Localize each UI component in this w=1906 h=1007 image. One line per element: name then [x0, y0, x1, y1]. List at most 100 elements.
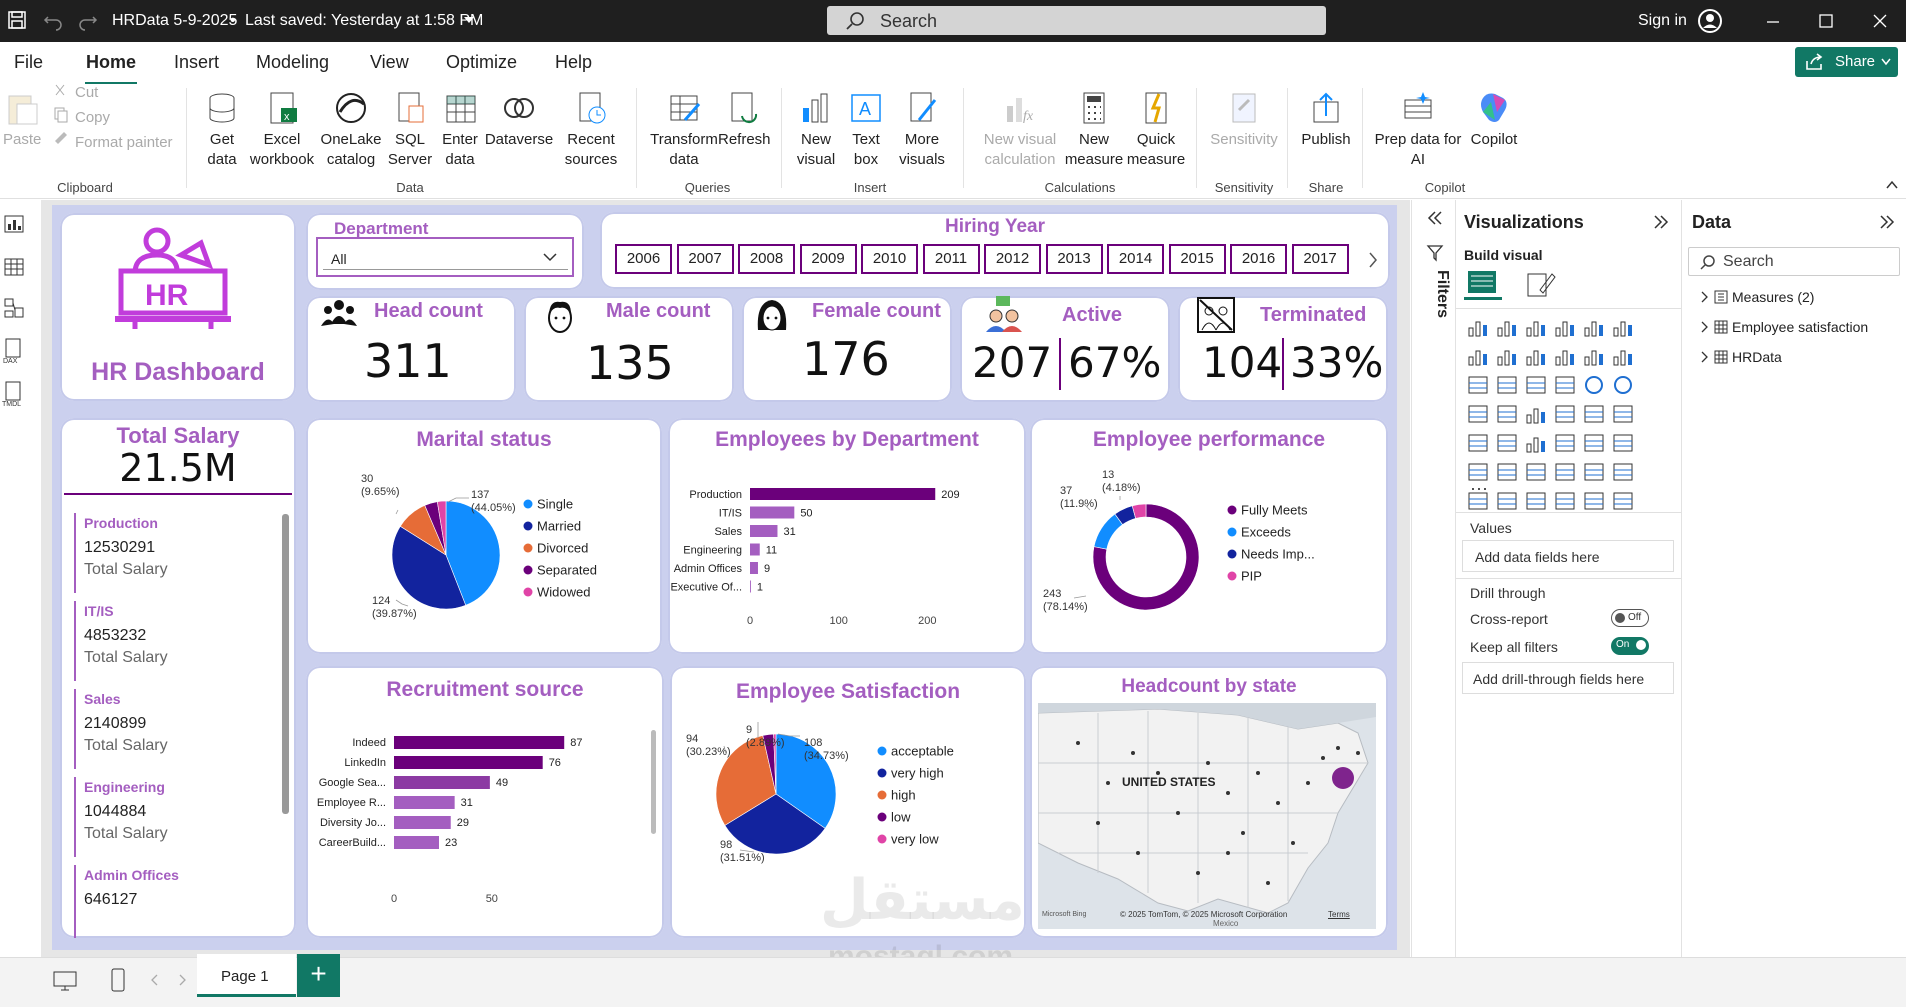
donut-visual-icon[interactable]: [1611, 374, 1635, 396]
tab-modeling[interactable]: Modeling: [256, 52, 330, 72]
python-visual-visual-icon[interactable]: [1466, 461, 1490, 483]
tab-file[interactable]: File: [14, 52, 44, 72]
format-visual-icon[interactable]: [1526, 270, 1556, 298]
bar[interactable]: [394, 816, 451, 829]
year-button-2015[interactable]: 2015: [1168, 244, 1226, 274]
minimize-icon[interactable]: [1765, 14, 1781, 30]
refresh-button[interactable]: Refresh: [718, 90, 771, 150]
tab-home[interactable]: Home: [86, 52, 137, 72]
legend-label[interactable]: Widowed: [537, 585, 590, 600]
new-visual-button[interactable]: New visual: [791, 90, 841, 170]
text-box-button[interactable]: A Text box: [843, 90, 889, 170]
legend-label[interactable]: very high: [891, 766, 944, 781]
scatter-visual-icon[interactable]: [1553, 374, 1577, 396]
filled-map-visual-icon[interactable]: [1524, 403, 1548, 425]
tab-view[interactable]: View: [370, 52, 409, 72]
cross-report-toggle[interactable]: Off: [1611, 609, 1649, 627]
get-data-button[interactable]: Get data: [194, 90, 250, 170]
decomposition-visual-icon[interactable]: [1524, 461, 1548, 483]
transform-data-button[interactable]: Transform data: [644, 90, 724, 170]
chevron-right-icon[interactable]: [178, 974, 188, 986]
year-button-2008[interactable]: 2008: [738, 244, 795, 274]
build-visual-tab[interactable]: [1464, 264, 1502, 300]
bar[interactable]: [750, 562, 758, 574]
cut-button[interactable]: Cut: [75, 84, 99, 101]
mobile-layout-icon[interactable]: [110, 968, 126, 992]
legend-label[interactable]: Fully Meets: [1241, 503, 1308, 518]
legend-label[interactable]: acceptable: [891, 744, 954, 759]
tmdl-view-icon[interactable]: TMDL: [2, 380, 26, 408]
report-view-icon[interactable]: [2, 212, 26, 236]
legend-label[interactable]: Single: [537, 497, 573, 512]
100-bar-visual-icon[interactable]: [1582, 316, 1606, 338]
100-area-visual-icon[interactable]: [1553, 345, 1577, 367]
sensitivity-button[interactable]: Sensitivity: [1205, 90, 1283, 150]
copilot-button[interactable]: Copilot: [1465, 90, 1523, 150]
year-button-2011[interactable]: 2011: [922, 244, 980, 274]
copy-button[interactable]: Copy: [75, 109, 111, 126]
year-button-2013[interactable]: 2013: [1045, 244, 1103, 274]
treemap-visual-icon[interactable]: [1466, 403, 1490, 425]
pie-slice-high[interactable]: [715, 735, 777, 826]
pie-slice-exceeds[interactable]: [1093, 513, 1123, 550]
legend-label[interactable]: Exceeds: [1241, 525, 1291, 540]
line-visual-icon[interactable]: [1466, 345, 1490, 367]
line-column-visual-icon[interactable]: [1582, 345, 1606, 367]
page-tab-1[interactable]: Page 1: [197, 954, 296, 997]
legend-label[interactable]: Divorced: [537, 541, 588, 556]
sign-in-link[interactable]: Sign in: [1638, 12, 1687, 29]
model-view-icon[interactable]: [2, 296, 26, 320]
year-button-2012[interactable]: 2012: [984, 244, 1041, 274]
data-item-hrdata[interactable]: HRData: [1700, 347, 1900, 369]
custom-2-visual-icon[interactable]: [1582, 490, 1606, 512]
data-item-measures[interactable]: Measures (2): [1700, 287, 1900, 309]
legend-label[interactable]: low: [891, 810, 911, 825]
tab-help[interactable]: Help: [555, 52, 593, 72]
more-visuals-icon[interactable]: ···: [1470, 478, 1488, 498]
undo-icon[interactable]: [42, 9, 64, 31]
us-map[interactable]: UNITED STATES Microsoft Bing © 2025 TomT…: [1038, 703, 1376, 929]
pie-slice-widowed[interactable]: [436, 500, 447, 556]
prep-data-for-ai-button[interactable]: Prep data for AI: [1370, 90, 1466, 170]
bar[interactable]: [750, 488, 936, 500]
funnel-visual-icon[interactable]: [1524, 374, 1548, 396]
paginated-visual-icon[interactable]: [1466, 490, 1490, 512]
100-column-visual-icon[interactable]: [1611, 316, 1635, 338]
values-drop-zone[interactable]: Add data fields here: [1462, 540, 1674, 572]
year-button-2009[interactable]: 2009: [799, 244, 857, 274]
slicer-visual-icon[interactable]: [1524, 432, 1548, 454]
bar[interactable]: [750, 506, 795, 519]
search-input[interactable]: Search: [827, 6, 1326, 35]
pie-visual-icon[interactable]: [1582, 374, 1606, 396]
bar[interactable]: [394, 836, 439, 849]
card-visual-icon[interactable]: [1611, 403, 1635, 425]
paste-button[interactable]: Paste: [3, 90, 41, 150]
department-dropdown[interactable]: All: [323, 243, 568, 270]
data-search-input[interactable]: Search: [1688, 247, 1900, 276]
format-painter-button[interactable]: Format painter: [75, 134, 173, 151]
bar[interactable]: [394, 736, 565, 749]
legend-label[interactable]: Married: [537, 519, 581, 534]
salary-scrollbar[interactable]: [282, 514, 289, 814]
bar[interactable]: [750, 543, 760, 556]
filters-label[interactable]: Filters: [1434, 270, 1451, 319]
area-visual-icon[interactable]: [1495, 345, 1519, 367]
key-influencers-visual-icon[interactable]: [1495, 461, 1519, 483]
year-button-2010[interactable]: 2010: [861, 244, 918, 274]
bar[interactable]: [394, 796, 455, 809]
ribbon-chart-visual-icon[interactable]: [1466, 374, 1490, 396]
goals-visual-icon[interactable]: [1611, 461, 1635, 483]
map-visual-icon[interactable]: [1495, 403, 1519, 425]
legend-label[interactable]: Needs Imp...: [1241, 547, 1315, 562]
year-button-2014[interactable]: 2014: [1107, 244, 1164, 274]
collapse-pane-icon[interactable]: [1878, 214, 1896, 230]
year-button-2017[interactable]: 2017: [1291, 244, 1349, 274]
waterfall-visual-icon[interactable]: [1495, 374, 1519, 396]
dax-query-view-icon[interactable]: DAX: [2, 337, 26, 365]
legend-label[interactable]: high: [891, 788, 916, 803]
clustered-bar-visual-icon[interactable]: [1524, 316, 1548, 338]
pie-slice-single[interactable]: [445, 500, 501, 606]
power-automate-visual-icon[interactable]: [1524, 490, 1548, 512]
year-button-2016[interactable]: 2016: [1230, 244, 1287, 274]
new-measure-button[interactable]: New measure: [1063, 90, 1125, 170]
